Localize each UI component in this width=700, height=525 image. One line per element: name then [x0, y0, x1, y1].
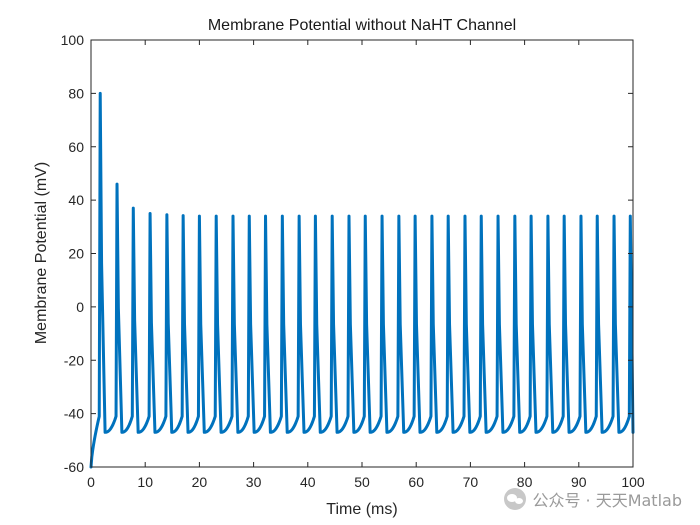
y-tick-label: -60 [64, 459, 84, 475]
x-tick-label: 20 [192, 474, 208, 490]
x-tick-label: 80 [517, 474, 533, 490]
x-tick-label: 30 [246, 474, 262, 490]
x-tick-label: 70 [463, 474, 479, 490]
wechat-icon [504, 488, 527, 510]
x-tick-label: 0 [87, 474, 95, 490]
watermark-text: 公众号 · 天天Matlab [532, 491, 682, 510]
y-tick-label: -20 [64, 352, 84, 368]
y-tick-label: 40 [68, 192, 84, 208]
x-tick-label: 40 [300, 474, 316, 490]
x-tick-label: 10 [137, 474, 153, 490]
y-tick-label: 0 [76, 299, 84, 315]
x-tick-label: 90 [571, 474, 587, 490]
y-tick-label: 60 [68, 139, 84, 155]
chart-title: Membrane Potential without NaHT Channel [208, 17, 516, 34]
watermark: 公众号 · 天天Matlab [504, 487, 682, 511]
x-tick-label: 50 [354, 474, 370, 490]
y-tick-label: 100 [61, 32, 85, 48]
y-tick-label: 20 [68, 246, 84, 262]
y-tick-label: 80 [68, 85, 84, 101]
y-tick-label: -40 [64, 406, 84, 422]
x-axis-label: Time (ms) [326, 501, 397, 518]
x-tick-label: 60 [408, 474, 424, 490]
series-line [89, 91, 635, 469]
y-axis: -60 -40 -20 0 20 40 60 80 100 [61, 32, 633, 475]
x-tick-label: 100 [621, 474, 645, 490]
series-layer [89, 91, 635, 469]
y-axis-label: Membrane Potential (mV) [33, 162, 50, 344]
x-axis: 0 10 20 30 40 50 60 70 80 90 100 [87, 40, 645, 490]
